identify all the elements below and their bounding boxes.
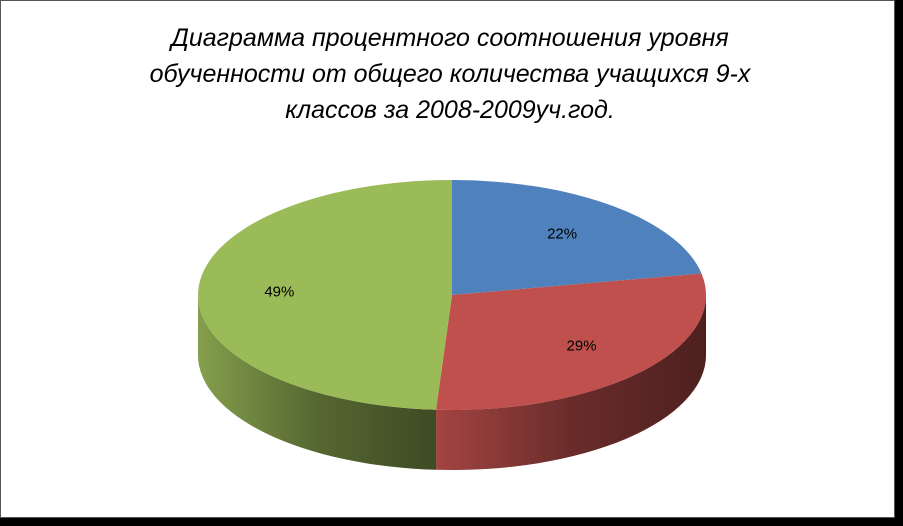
- chart: 22% 29% 49%: [197, 180, 706, 470]
- chart-title: Диаграмма процентного соотношения уровня…: [149, 24, 751, 124]
- side-shade: [197, 295, 437, 470]
- data-label: 29%: [567, 338, 597, 355]
- slice: [436, 273, 706, 410]
- side-shade: [436, 295, 706, 470]
- slice: [452, 180, 702, 295]
- slice: [198, 180, 452, 410]
- data-label: 49%: [264, 284, 294, 301]
- data-label: 22%: [547, 226, 577, 243]
